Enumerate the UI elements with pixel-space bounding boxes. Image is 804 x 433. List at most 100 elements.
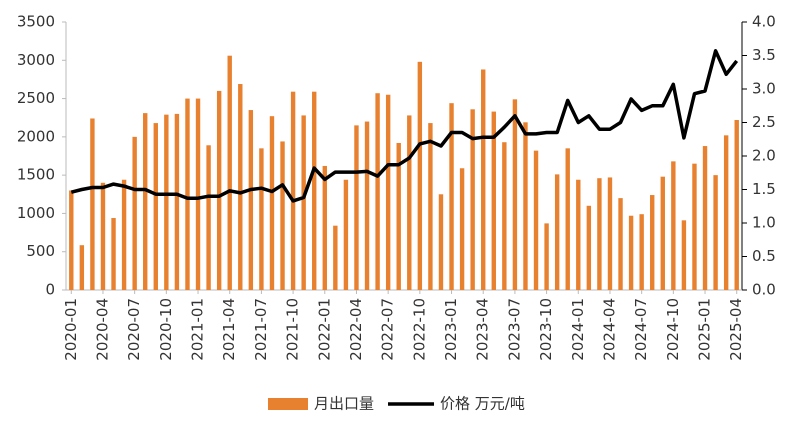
bar	[248, 110, 254, 290]
y2-tick-label: 2.5	[752, 113, 776, 131]
bar	[523, 122, 528, 291]
y2-tick-label: 0.0	[752, 281, 776, 299]
bar	[671, 161, 676, 290]
x-tick-label: 2024-01	[569, 298, 587, 361]
x-tick-label: 2023-10	[537, 298, 555, 361]
bar	[459, 168, 465, 290]
bar	[692, 163, 697, 290]
bar	[132, 136, 137, 290]
bar	[354, 125, 359, 290]
bar	[586, 205, 592, 290]
bar	[702, 146, 708, 290]
bar	[90, 118, 95, 290]
x-tick-label: 2021-07	[252, 298, 270, 361]
bar	[723, 135, 729, 290]
x-tick-label: 2021-10	[284, 298, 302, 361]
y2-tick-label: 3.0	[752, 80, 776, 98]
x-tick-label: 2021-04	[220, 298, 238, 361]
bar	[79, 245, 85, 290]
price-line	[70, 49, 739, 203]
bar	[597, 178, 602, 290]
bar	[481, 69, 486, 290]
bar	[502, 142, 507, 290]
y-tick-label: 3500	[17, 13, 55, 31]
bar	[343, 179, 349, 290]
bar	[280, 141, 285, 290]
bar	[438, 194, 444, 290]
bar	[681, 220, 687, 290]
y2-tick-label: 0.5	[752, 247, 776, 265]
x-tick-label: 2023-04	[474, 298, 492, 361]
y2-tick-label: 1.0	[752, 214, 776, 232]
x-tick-label: 2020-01	[62, 298, 80, 361]
y-tick-label: 3000	[17, 51, 55, 69]
bar	[69, 190, 74, 290]
bar	[385, 94, 391, 290]
bar	[121, 179, 127, 290]
bar	[375, 93, 380, 290]
bar	[650, 195, 655, 290]
bar	[470, 109, 475, 290]
bar	[216, 90, 222, 291]
bar	[143, 113, 148, 291]
bar	[396, 142, 401, 290]
bar	[639, 214, 644, 290]
legend-swatch	[268, 398, 308, 410]
bar	[111, 218, 116, 290]
x-tick-label: 2022-10	[410, 298, 428, 361]
bar	[491, 111, 496, 291]
legend-label: 月出口量	[314, 395, 374, 413]
bar	[301, 115, 306, 290]
bar	[364, 121, 370, 291]
x-tick-label: 2020-07	[125, 298, 143, 361]
y2-tick-label: 3.5	[752, 46, 776, 64]
bar	[100, 182, 106, 290]
bar	[259, 148, 264, 290]
x-tick-label: 2022-01	[315, 298, 333, 361]
bar	[512, 99, 518, 290]
bar	[576, 179, 581, 290]
bar	[185, 98, 190, 290]
bar	[238, 84, 243, 290]
bar	[195, 98, 201, 290]
x-tick-label: 2024-10	[664, 298, 682, 361]
bar	[565, 148, 570, 290]
bar	[417, 61, 423, 291]
y-tick-label: 500	[26, 242, 55, 260]
bar	[628, 215, 634, 290]
bar	[407, 115, 412, 290]
y-tick-label: 2500	[17, 89, 55, 107]
bar	[554, 174, 560, 290]
bar	[428, 123, 433, 291]
bar	[206, 145, 211, 290]
x-tick-label: 2020-04	[93, 298, 111, 361]
bar	[269, 116, 275, 290]
x-tick-label: 2024-07	[632, 298, 650, 361]
bar	[164, 114, 169, 290]
bar	[618, 198, 623, 290]
bar	[533, 150, 539, 290]
y-tick-label: 1000	[17, 204, 55, 222]
bar	[660, 176, 665, 290]
bar	[607, 177, 613, 290]
bar	[153, 123, 158, 291]
bar	[544, 223, 549, 290]
bar	[290, 91, 296, 291]
bar	[322, 165, 327, 290]
y2-tick-label: 1.5	[752, 180, 776, 198]
x-tick-label: 2022-04	[347, 298, 365, 361]
y2-tick-label: 2.0	[752, 147, 776, 165]
bar	[449, 103, 454, 290]
bar	[713, 175, 718, 290]
y-tick-label: 1500	[17, 166, 55, 184]
y2-tick-label: 4.0	[752, 13, 776, 31]
x-tick-label: 2023-07	[505, 298, 523, 361]
bar	[227, 55, 232, 290]
bar	[312, 91, 317, 291]
x-tick-label: 2024-04	[600, 298, 618, 361]
y-tick-label: 2000	[17, 127, 55, 145]
x-tick-label: 2025-04	[727, 298, 745, 361]
bar	[734, 120, 739, 290]
bar	[333, 225, 338, 290]
